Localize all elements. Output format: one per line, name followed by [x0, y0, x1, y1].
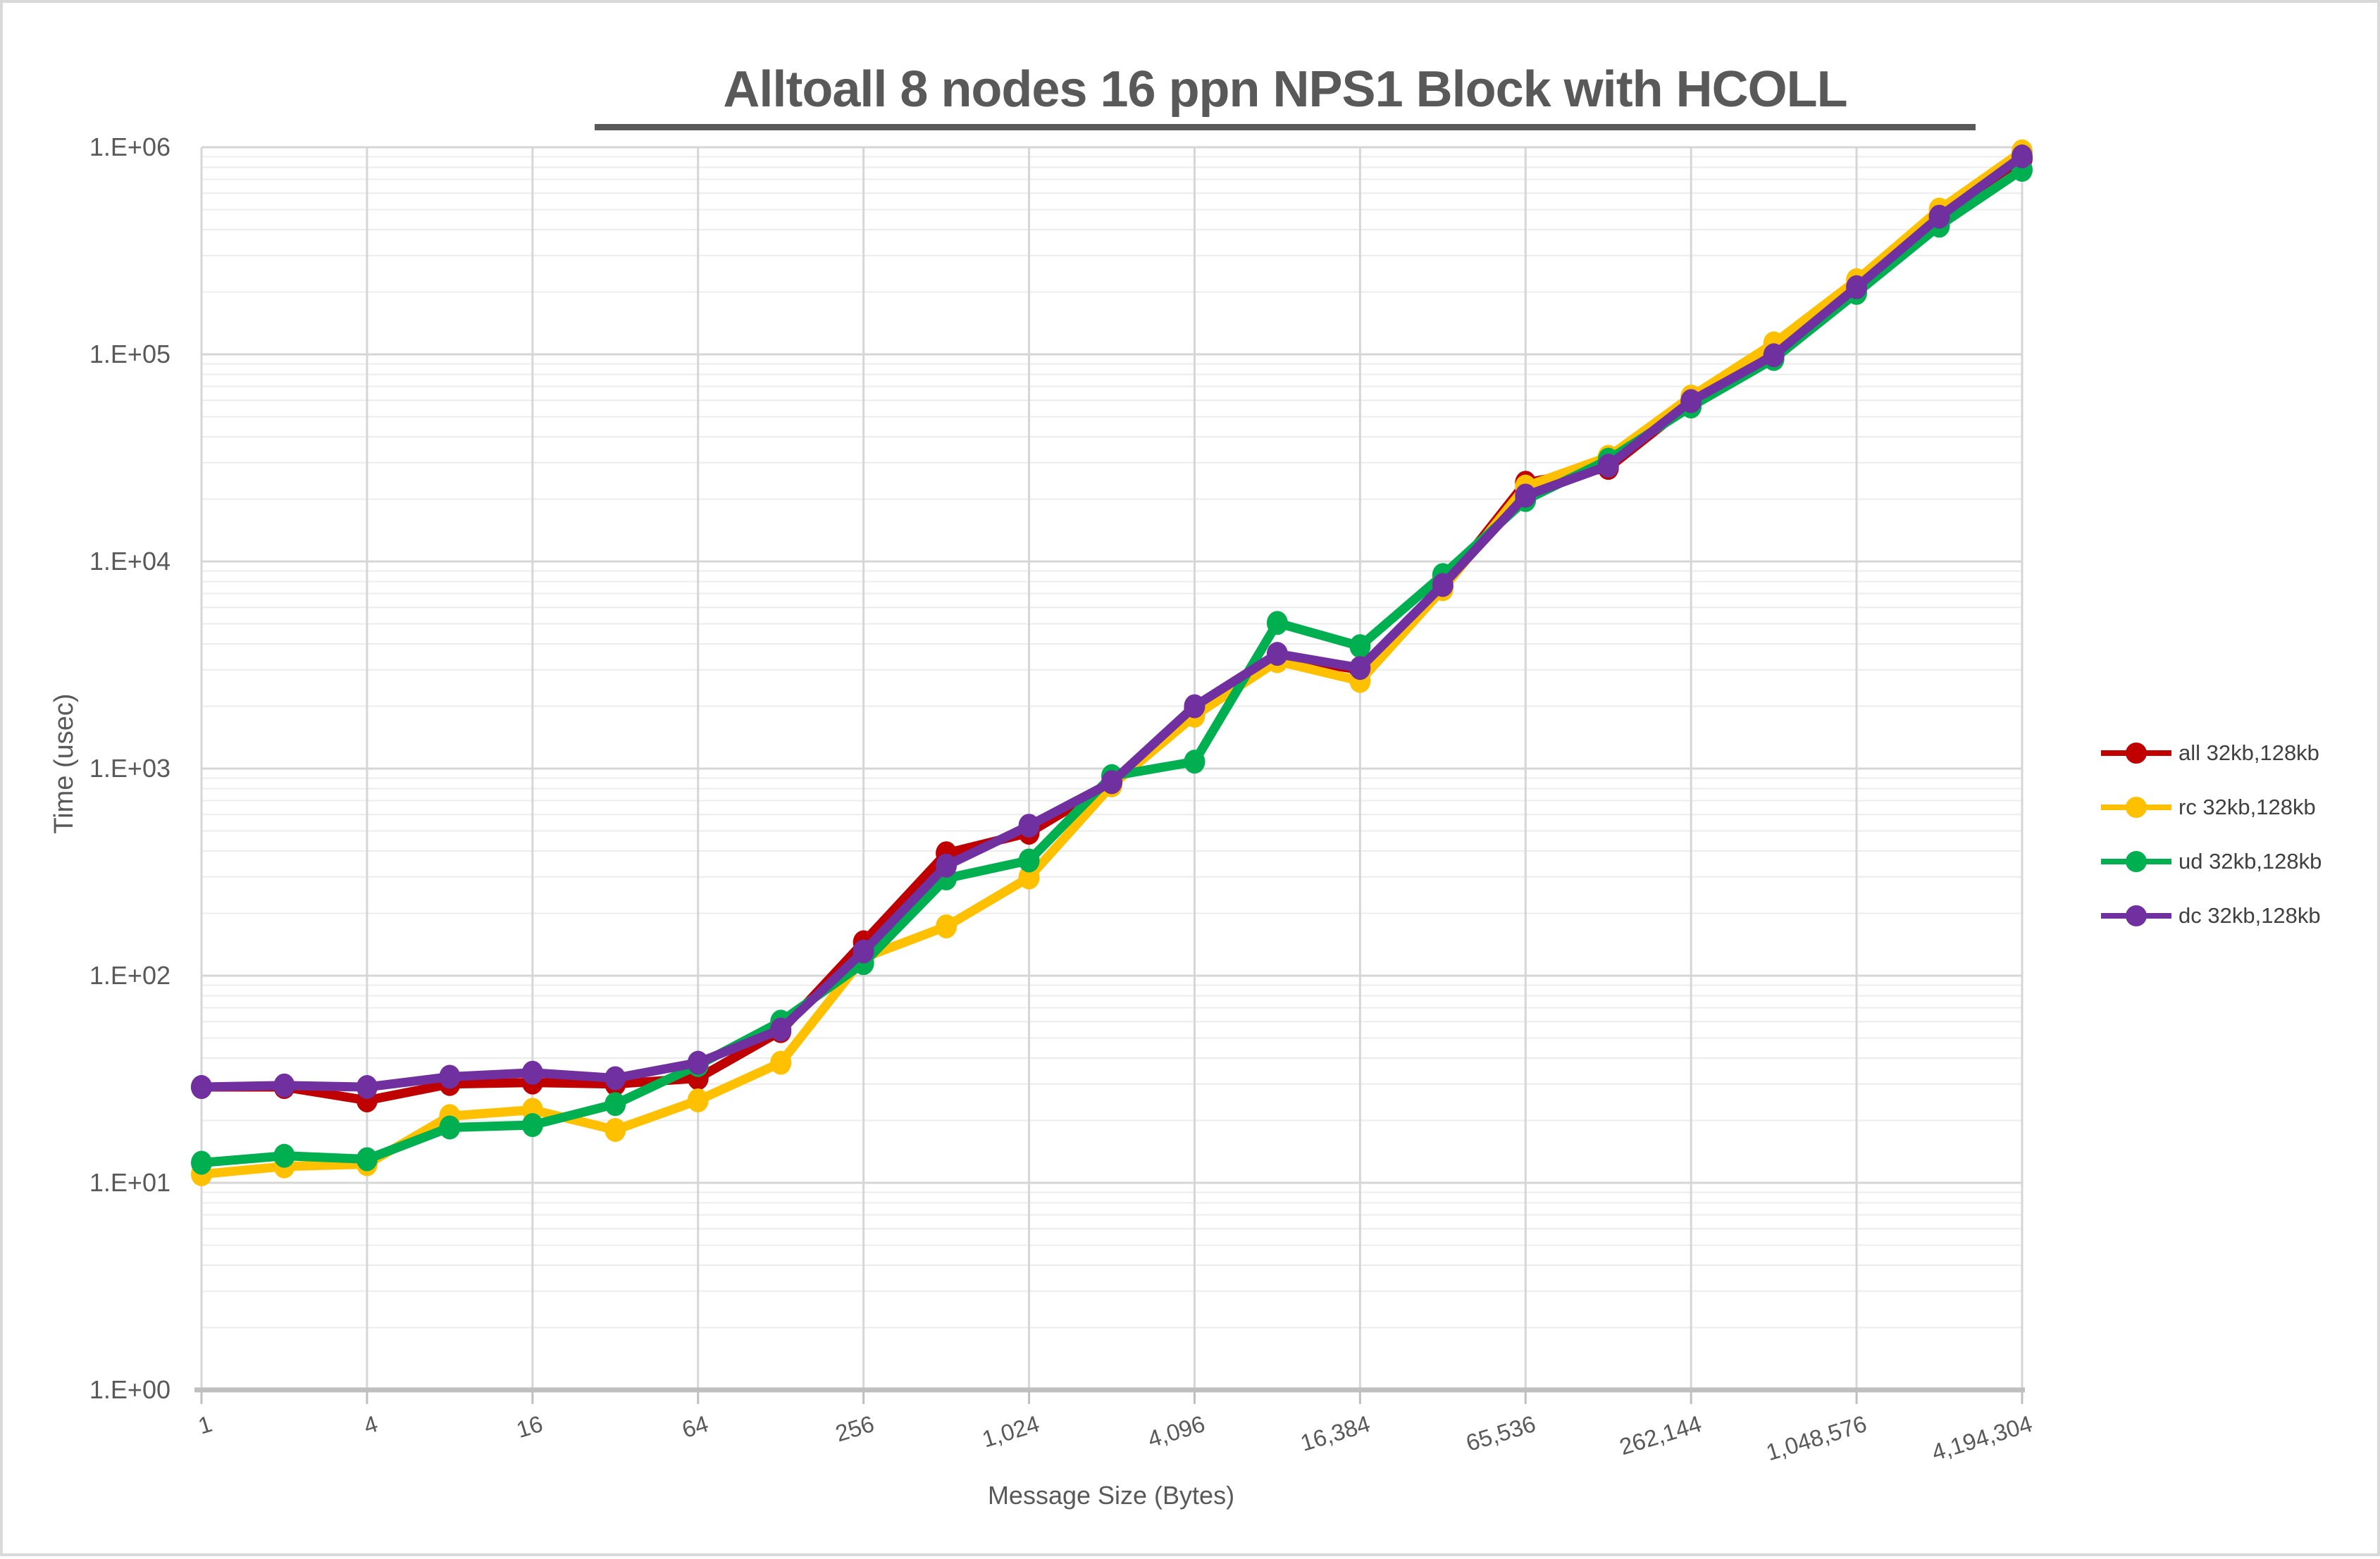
legend-item-dc: dc 32kb,128kb — [2101, 888, 2322, 943]
legend-label: rc 32kb,128kb — [2178, 794, 2316, 819]
data-point-dc — [853, 939, 874, 964]
data-point-dc — [605, 1066, 626, 1091]
data-point-dc — [770, 1017, 792, 1042]
y-axis-title: Time (usec) — [49, 693, 79, 834]
y-tick-label: 1.E+02 — [89, 961, 171, 990]
data-point-dc — [936, 853, 957, 878]
data-point-ud — [1184, 750, 1206, 774]
data-point-dc — [1101, 770, 1122, 795]
data-point-ud — [191, 1150, 212, 1175]
data-point-rc — [770, 1050, 792, 1075]
data-point-rc — [936, 914, 957, 939]
legend-label: dc 32kb,128kb — [2178, 902, 2321, 928]
legend-label: all 32kb,128kb — [2178, 740, 2319, 765]
data-point-rc — [1018, 865, 1040, 890]
data-point-dc — [1018, 814, 1040, 838]
data-point-dc — [1515, 483, 1537, 508]
data-point-ud — [1266, 611, 1288, 635]
y-tick-label: 1.E+04 — [89, 547, 171, 576]
y-tick-label: 1.E+06 — [89, 132, 171, 161]
data-point-dc — [2012, 144, 2033, 169]
data-point-dc — [1349, 656, 1371, 681]
legend-item-ud: ud 32kb,128kb — [2101, 834, 2322, 888]
legend-marker-icon — [2101, 904, 2171, 928]
y-tick-label: 1.E+05 — [89, 340, 171, 368]
series-line-ud — [197, 165, 2027, 1168]
data-point-dc — [1928, 204, 1950, 229]
data-point-dc — [1432, 573, 1454, 597]
data-point-ud — [605, 1092, 626, 1117]
legend-marker-icon — [2101, 741, 2171, 765]
data-point-dc — [273, 1073, 295, 1098]
series-line-rc — [197, 147, 2027, 1179]
data-point-ud — [356, 1147, 378, 1172]
series-line-all — [197, 154, 2027, 1105]
data-point-rc — [605, 1117, 626, 1142]
data-point-dc — [521, 1060, 543, 1085]
legend-marker-icon — [2101, 795, 2171, 819]
data-point-dc — [439, 1064, 461, 1089]
data-point-dc — [687, 1050, 709, 1075]
x-axis-title: Message Size (Bytes) — [987, 1481, 1235, 1510]
y-tick-label: 1.E+00 — [89, 1375, 171, 1404]
data-point-ud — [273, 1143, 295, 1168]
data-point-dc — [1680, 389, 1702, 414]
data-point-ud — [521, 1113, 543, 1138]
data-point-ud — [439, 1115, 461, 1140]
data-point-dc — [1846, 275, 1868, 299]
legend: all 32kb,128kb rc 32kb,128kb ud 32kb,128kb… — [2101, 726, 2322, 943]
data-point-ud — [1349, 634, 1371, 659]
legend-item-all: all 32kb,128kb — [2101, 726, 2322, 780]
y-tick-label: 1.E+01 — [89, 1168, 171, 1197]
data-point-dc — [356, 1075, 378, 1100]
data-point-rc — [687, 1088, 709, 1113]
data-point-dc — [1763, 343, 1785, 368]
plot-area — [191, 139, 2033, 1404]
chart-title: Alltoall 8 nodes 16 ppn NPS1 Block with … — [595, 61, 1976, 131]
legend-marker-icon — [2101, 850, 2171, 874]
data-point-ud — [1018, 848, 1040, 873]
legend-label: ud 32kb,128kb — [2178, 848, 2322, 874]
legend-item-rc: rc 32kb,128kb — [2101, 780, 2322, 834]
data-point-dc — [1266, 642, 1288, 666]
series-line-dc — [197, 151, 2027, 1092]
data-point-dc — [1597, 454, 1619, 478]
y-tick-label: 1.E+03 — [89, 754, 171, 783]
data-point-dc — [1184, 694, 1206, 719]
data-point-dc — [191, 1075, 212, 1100]
